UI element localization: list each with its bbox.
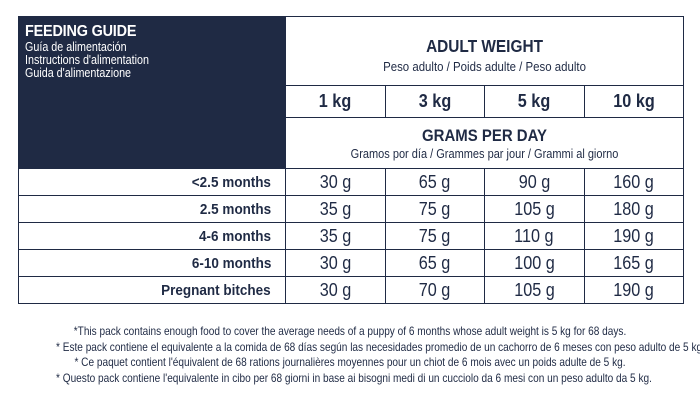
- feeding-guide-title: FEEDING GUIDE: [25, 23, 137, 40]
- table-cell: 165 g: [583, 249, 685, 277]
- adult-weight-title: ADULT WEIGHT: [426, 36, 543, 56]
- grams-per-day-title: GRAMS PER DAY: [422, 125, 548, 145]
- table-cell: 100 g: [484, 249, 585, 277]
- adult-weight-header: ADULT WEIGHT Peso adulto / Poids adulte …: [284, 16, 685, 86]
- table-cell: 70 g: [384, 276, 485, 304]
- footnotes: *This pack contains enough food to cover…: [0, 324, 700, 386]
- title-italian: Guida d'alimentazione: [25, 66, 132, 80]
- table-cell: 30 g: [285, 249, 386, 277]
- table-cell: 30 g: [285, 276, 386, 304]
- table-cell: 30 g: [285, 168, 386, 196]
- footnote-english: *This pack contains enough food to cover…: [73, 324, 627, 338]
- grams-per-day-subtitle: Gramos por día / Grammes par jour / Gram…: [350, 146, 619, 161]
- adult-weight-subtitle: Peso adulto / Poids adulte / Peso adulto: [383, 59, 586, 74]
- table-cell: 105 g: [484, 195, 585, 223]
- table-cell: 105 g: [484, 276, 585, 304]
- table-cell: 190 g: [583, 222, 685, 250]
- weight-header-5kg: 5 kg: [484, 85, 585, 118]
- footnote-french: * Ce paquet contient l'équivalent de 68 …: [74, 355, 626, 369]
- table-cell: 35 g: [285, 222, 386, 250]
- table-cell: 65 g: [384, 249, 485, 277]
- row-label: <2.5 months: [18, 168, 286, 196]
- table-cell: 65 g: [384, 168, 485, 196]
- table-cell: 190 g: [583, 276, 685, 304]
- weight-header-10kg: 10 kg: [583, 85, 685, 118]
- table-row: <2.5 months 30 g 65 g 90 g 160 g: [18, 168, 685, 196]
- feeding-guide-table: FEEDING GUIDE Guía de alimentación Instr…: [18, 16, 685, 304]
- footnote-italian: * Questo pack contiene l'equivalente in …: [56, 370, 652, 385]
- table-cell: 75 g: [384, 222, 485, 250]
- table-row: Pregnant bitches 30 g 70 g 105 g 190 g: [18, 276, 685, 304]
- table-cell: 180 g: [583, 195, 685, 223]
- weight-header-3kg: 3 kg: [384, 85, 485, 118]
- row-label: Pregnant bitches: [18, 276, 286, 304]
- table-row: 4-6 months 35 g 75 g 110 g 190 g: [18, 222, 685, 250]
- row-label: 4-6 months: [18, 222, 286, 250]
- title-french: Instructions d'alimentation: [25, 53, 149, 67]
- table-row: 6-10 months 30 g 65 g 100 g 165 g: [18, 249, 685, 277]
- table-cell: 90 g: [484, 168, 585, 196]
- feeding-guide-header: FEEDING GUIDE Guía de alimentación Instr…: [18, 16, 286, 169]
- footnote-spanish: * Este pack contiene el equivalente a la…: [56, 339, 700, 354]
- table-row: 2.5 months 35 g 75 g 105 g 180 g: [18, 195, 685, 223]
- row-label: 6-10 months: [18, 249, 286, 277]
- grams-per-day-header: GRAMS PER DAY Gramos por día / Grammes p…: [284, 117, 685, 169]
- table-cell: 160 g: [583, 168, 685, 196]
- row-label: 2.5 months: [18, 195, 286, 223]
- table-cell: 35 g: [285, 195, 386, 223]
- table-cell: 75 g: [384, 195, 485, 223]
- weight-header-1kg: 1 kg: [285, 85, 386, 118]
- title-spanish: Guía de alimentación: [25, 40, 127, 54]
- table-cell: 110 g: [484, 222, 585, 250]
